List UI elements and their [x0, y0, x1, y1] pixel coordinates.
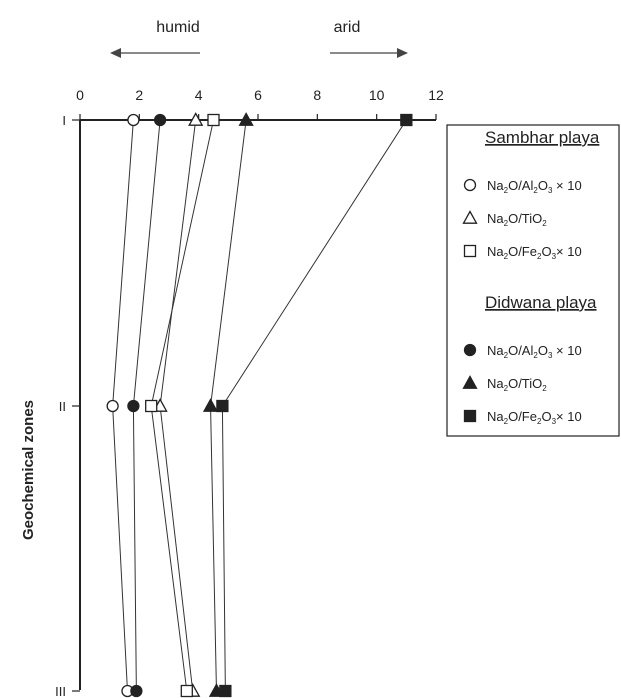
legend-text-part: O/TiO	[508, 211, 542, 226]
legend-subscript: 3	[548, 186, 553, 195]
legend-text-part: O	[538, 343, 548, 358]
arid-label: arid	[334, 19, 361, 36]
legend-subscript: 2	[504, 351, 509, 360]
data-point	[127, 113, 140, 127]
legend-text-part: O/Al	[508, 343, 533, 358]
data-point	[145, 399, 158, 413]
x-tick-label: 6	[254, 87, 262, 103]
legend-text-part: O/Fe	[508, 244, 537, 259]
legend-title: Sambhar playa	[485, 128, 600, 147]
legend-subscript: 2	[504, 186, 509, 195]
data-point	[180, 684, 193, 698]
legend-subscript: 2	[504, 252, 509, 261]
legend-subscript: 2	[504, 219, 509, 228]
data-point	[188, 112, 204, 126]
legend-text-part: Na	[487, 244, 504, 259]
legend-entry-label: Na2O/Fe2O3× 10	[487, 409, 582, 426]
data-point	[219, 684, 232, 698]
legend-entry-label: Na2O/TiO2	[487, 211, 547, 228]
zone-label: I	[62, 113, 66, 128]
x-tick-label: 0	[76, 87, 84, 103]
legend-subscript: 3	[552, 252, 557, 261]
legend-text-part: O	[541, 244, 551, 259]
legend-entry-label: Na2O/Al2O3 × 10	[487, 343, 582, 360]
x-tick-label: 10	[369, 87, 385, 103]
legend-text-part: Na	[487, 211, 504, 226]
humid-label: humid	[156, 19, 200, 36]
legend-subscript: 2	[537, 417, 542, 426]
data-point	[153, 113, 167, 127]
legend-entry-label: Na2O/TiO2	[487, 376, 547, 393]
legend-text-part: × 10	[556, 409, 582, 424]
legend-text-part: Na	[487, 178, 504, 193]
data-point	[202, 398, 219, 412]
legend-marker	[462, 375, 478, 389]
x-tick-label: 2	[135, 87, 143, 103]
legend-text-part: Na	[487, 376, 504, 391]
legend-subscript: 2	[537, 252, 542, 261]
legend-title: Didwana playa	[485, 293, 597, 312]
legend-box	[446, 124, 620, 437]
data-point	[127, 399, 140, 413]
legend-subscript: 2	[504, 417, 509, 426]
series-line	[221, 119, 407, 692]
legend-text-part: Na	[487, 343, 504, 358]
legend-subscript: 3	[548, 351, 553, 360]
legend-marker	[462, 210, 478, 224]
data-point	[106, 399, 119, 413]
data-point	[400, 113, 413, 127]
legend-text-part: O/TiO	[508, 376, 542, 391]
legend-text-part: Na	[487, 409, 504, 424]
humid-arrow	[110, 48, 200, 58]
legend-entry-label: Na2O/Fe2O3× 10	[487, 244, 582, 261]
legend-text-part: O	[541, 409, 551, 424]
legend-marker	[463, 343, 477, 357]
legend-subscript: 2	[542, 219, 547, 228]
legend-subscript: 2	[542, 384, 547, 393]
legend-subscript: 2	[504, 384, 509, 393]
series-line	[159, 119, 197, 692]
legend-text-part: × 10	[552, 178, 581, 193]
data-point	[130, 684, 143, 698]
zone-label: II	[59, 399, 66, 414]
arid-arrow	[330, 48, 408, 58]
legend-subscript: 3	[552, 417, 557, 426]
legend-entry-label: Na2O/Al2O3 × 10	[487, 178, 582, 195]
x-tick-label: 12	[428, 87, 444, 103]
y-axis-label: Geochemical zones	[20, 400, 37, 540]
legend-text-part: O/Al	[508, 178, 533, 193]
x-tick-label: 4	[195, 87, 203, 103]
data-point	[216, 399, 229, 413]
legend-marker	[463, 244, 477, 258]
data-point	[207, 113, 220, 127]
legend-text-part: × 10	[552, 343, 581, 358]
zone-label: III	[55, 684, 66, 698]
legend-subscript: 2	[533, 351, 538, 360]
legend-text-part: × 10	[556, 244, 582, 259]
legend-subscript: 2	[533, 186, 538, 195]
legend-marker	[463, 409, 477, 423]
legend-text-part: O	[538, 178, 548, 193]
data-point	[238, 112, 254, 126]
legend-text-part: O/Fe	[508, 409, 537, 424]
x-tick-label: 8	[313, 87, 321, 103]
legend-marker	[463, 178, 477, 192]
